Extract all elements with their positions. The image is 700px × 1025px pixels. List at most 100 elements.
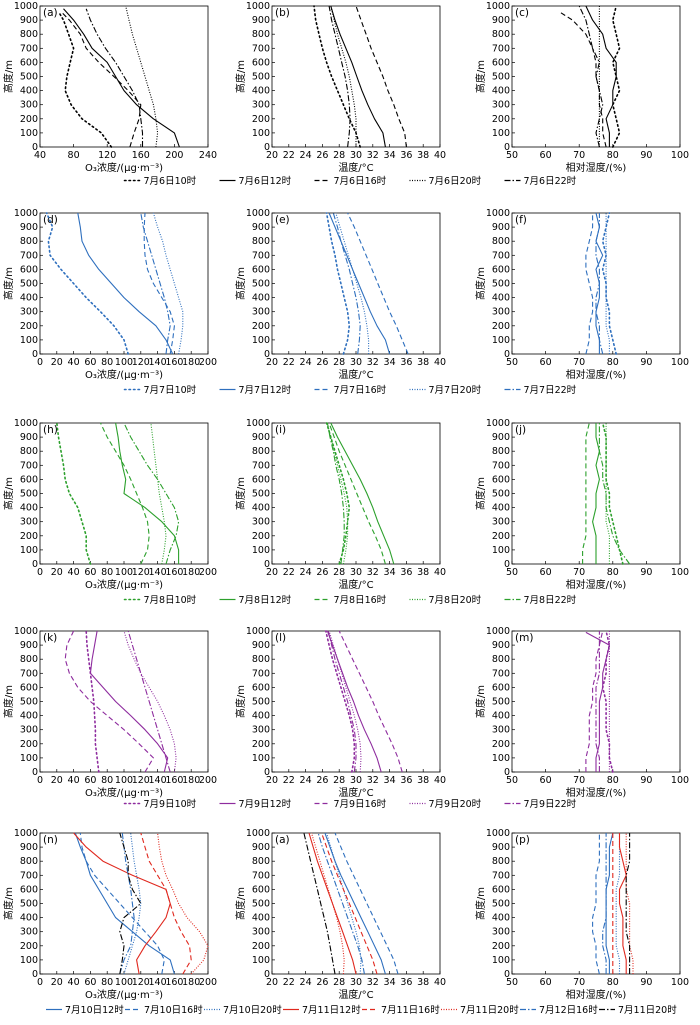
y-tick-label: 900 [20, 15, 38, 26]
y-tick-label: 1000 [486, 208, 510, 219]
y-tick-label: 900 [20, 842, 38, 853]
y-tick-label: 200 [252, 531, 270, 542]
x-tick-label: 80 [101, 775, 113, 786]
series-line [85, 630, 100, 773]
x-tick-label: 80 [101, 357, 113, 368]
series-line [592, 423, 600, 564]
y-tick-label: 0 [504, 767, 510, 778]
series-line [595, 631, 600, 772]
x-axis-label: O₃浓度/(μg·m⁻³) [85, 161, 163, 174]
x-tick-label: 70 [573, 150, 585, 161]
x-tick-label: 50 [506, 150, 518, 161]
x-tick-label: 22 [283, 357, 295, 368]
y-tick-label: 700 [492, 668, 510, 679]
x-tick-label: 32 [367, 775, 379, 786]
series-line [355, 5, 407, 148]
series-line [143, 212, 175, 355]
x-tick-label: 100 [115, 357, 133, 368]
x-tick-label: 24 [300, 150, 312, 161]
legend-label: 7月8日16时 [334, 594, 387, 606]
y-tick-label: 700 [492, 460, 510, 471]
y-tick-label: 200 [252, 321, 270, 332]
y-axis-label: 高度/m [2, 267, 15, 300]
y-tick-label: 0 [32, 142, 38, 153]
series-line [325, 212, 351, 355]
y-axis-label: 高度/m [474, 887, 487, 920]
panel-label: (h) [43, 424, 58, 436]
series-line [60, 11, 142, 148]
y-tick-label: 200 [20, 321, 38, 332]
y-tick-label: 800 [492, 856, 510, 867]
series-line [64, 630, 154, 773]
y-tick-label: 0 [264, 142, 270, 153]
y-tick-label: 900 [252, 640, 270, 651]
series-line [602, 833, 607, 974]
y-tick-label: 1000 [14, 828, 38, 839]
x-axis-label: 相对湿度/(%) [566, 786, 627, 799]
y-tick-label: 100 [20, 335, 38, 346]
x-tick-label: 38 [417, 977, 429, 988]
x-tick-label: 28 [333, 977, 345, 988]
series-line [347, 212, 409, 355]
y-axis-label: 高度/m [234, 685, 247, 718]
y-tick-label: 0 [32, 559, 38, 570]
series-line [325, 422, 351, 565]
x-tick-label: 24 [300, 775, 312, 786]
y-tick-label: 300 [20, 927, 38, 938]
x-tick-label: 22 [283, 150, 295, 161]
series-line [152, 212, 184, 355]
y-tick-label: 300 [492, 725, 510, 736]
y-tick-label: 700 [20, 668, 38, 679]
x-tick-label: 0 [37, 357, 43, 368]
plot-frame [39, 630, 209, 773]
y-tick-label: 1000 [246, 418, 270, 429]
x-tick-label: 28 [333, 567, 345, 578]
series-line [330, 5, 386, 148]
y-tick-label: 500 [492, 697, 510, 708]
y-tick-label: 0 [504, 142, 510, 153]
x-tick-label: 50 [506, 977, 518, 988]
legend-label: 7月6日12时 [239, 175, 292, 187]
y-tick-label: 600 [492, 264, 510, 275]
legend-label: 7月6日16时 [334, 175, 387, 187]
series-line [601, 212, 618, 355]
y-tick-label: 400 [20, 913, 38, 924]
series-line [598, 423, 631, 565]
y-axis-label: 高度/m [2, 60, 15, 93]
panel-label: (a) [275, 834, 290, 846]
series-line [592, 833, 600, 975]
x-tick-label: 160 [165, 357, 183, 368]
y-tick-label: 700 [492, 43, 510, 54]
x-tick-label: 36 [400, 357, 412, 368]
x-axis-label: 温度/°C [338, 161, 373, 174]
legend-label: 7月7日12时 [239, 384, 292, 396]
x-tick-label: 90 [640, 775, 652, 786]
y-tick-label: 300 [20, 517, 38, 528]
x-axis-label: O₃浓度/(μg·m⁻³) [85, 988, 163, 1001]
y-tick-label: 800 [252, 446, 270, 457]
panel-label: (j) [515, 424, 526, 436]
y-tick-label: 900 [20, 432, 38, 443]
y-tick-label: 400 [492, 711, 510, 722]
legend-label: 7月6日10时 [144, 175, 197, 187]
series-line [601, 422, 624, 565]
y-tick-label: 100 [252, 545, 270, 556]
x-tick-label: 24 [300, 977, 312, 988]
y-tick-label: 200 [20, 941, 38, 952]
y-tick-label: 500 [252, 279, 270, 290]
series-line [595, 213, 604, 355]
y-axis-label: 高度/m [234, 477, 247, 510]
legend-label: 7月8日10时 [144, 594, 197, 606]
x-tick-label: 120 [98, 150, 116, 161]
series-line [334, 832, 399, 975]
y-tick-label: 800 [492, 236, 510, 247]
y-tick-label: 500 [492, 72, 510, 83]
x-tick-label: 20 [51, 775, 63, 786]
x-tick-label: 60 [540, 977, 552, 988]
y-tick-label: 200 [252, 114, 270, 125]
x-tick-label: 30 [350, 977, 362, 988]
series-line [85, 8, 144, 147]
series-line [313, 5, 362, 148]
series-line [119, 832, 135, 975]
x-axis-label: 温度/°C [338, 988, 373, 1001]
